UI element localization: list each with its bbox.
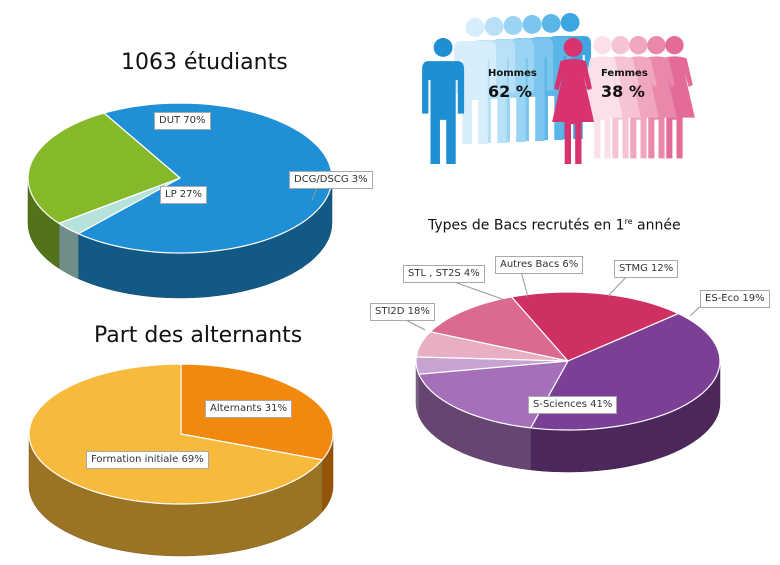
slice-label-dcg: DCG/DSCG 3%: [289, 171, 373, 189]
chart1-title: 1063 étudiants: [121, 50, 288, 75]
dut-chart: [27, 102, 333, 299]
slice-label-stmg: STMG 12%: [614, 260, 679, 278]
slice-label-sti2d: STI2D 18%: [370, 303, 435, 321]
woman-figure-back-0: [582, 36, 623, 159]
slice-stmg: [429, 296, 569, 362]
slice-label-lp: LP 27%: [160, 186, 208, 204]
women-label: Femmes: [601, 68, 648, 79]
slice-label-autres-bacs: Autres Bacs 6%: [495, 256, 584, 274]
slice-formation-initiale: [28, 363, 323, 505]
bacs-chart: [415, 291, 721, 473]
man-figure-front: [422, 38, 465, 164]
men-label: Hommes: [488, 68, 537, 79]
slice-label-s-sciences: S-Sciences 41%: [528, 396, 618, 414]
slice-label-alternants: Alternants 31%: [205, 400, 292, 418]
slice-label-formation-initiale: Formation initiale 69%: [86, 451, 209, 469]
chart2-title: Part des alternants: [94, 323, 303, 348]
man-figure-back-0: [454, 18, 497, 144]
slice-autres-bacs: [415, 331, 569, 362]
slice-label-stl-st2s: STL , ST2S 4%: [403, 265, 485, 283]
alternants-chart: [28, 363, 334, 557]
women-value: 38 %: [601, 82, 645, 101]
slice-lp: [27, 112, 181, 224]
slice-es-eco: [511, 291, 679, 362]
men-value: 62 %: [488, 82, 532, 101]
woman-figure-front: [552, 38, 595, 164]
chart3-title: Types de Bacs recrutés en 1re année: [428, 217, 681, 234]
slice-dcg-dscg: [58, 177, 181, 235]
slice-label-dut: DUT 70%: [154, 112, 211, 130]
gender-figures: [422, 13, 695, 164]
slice-stl-st2s: [415, 356, 569, 375]
slice-label-es-eco: ES-Eco 19%: [700, 290, 770, 308]
